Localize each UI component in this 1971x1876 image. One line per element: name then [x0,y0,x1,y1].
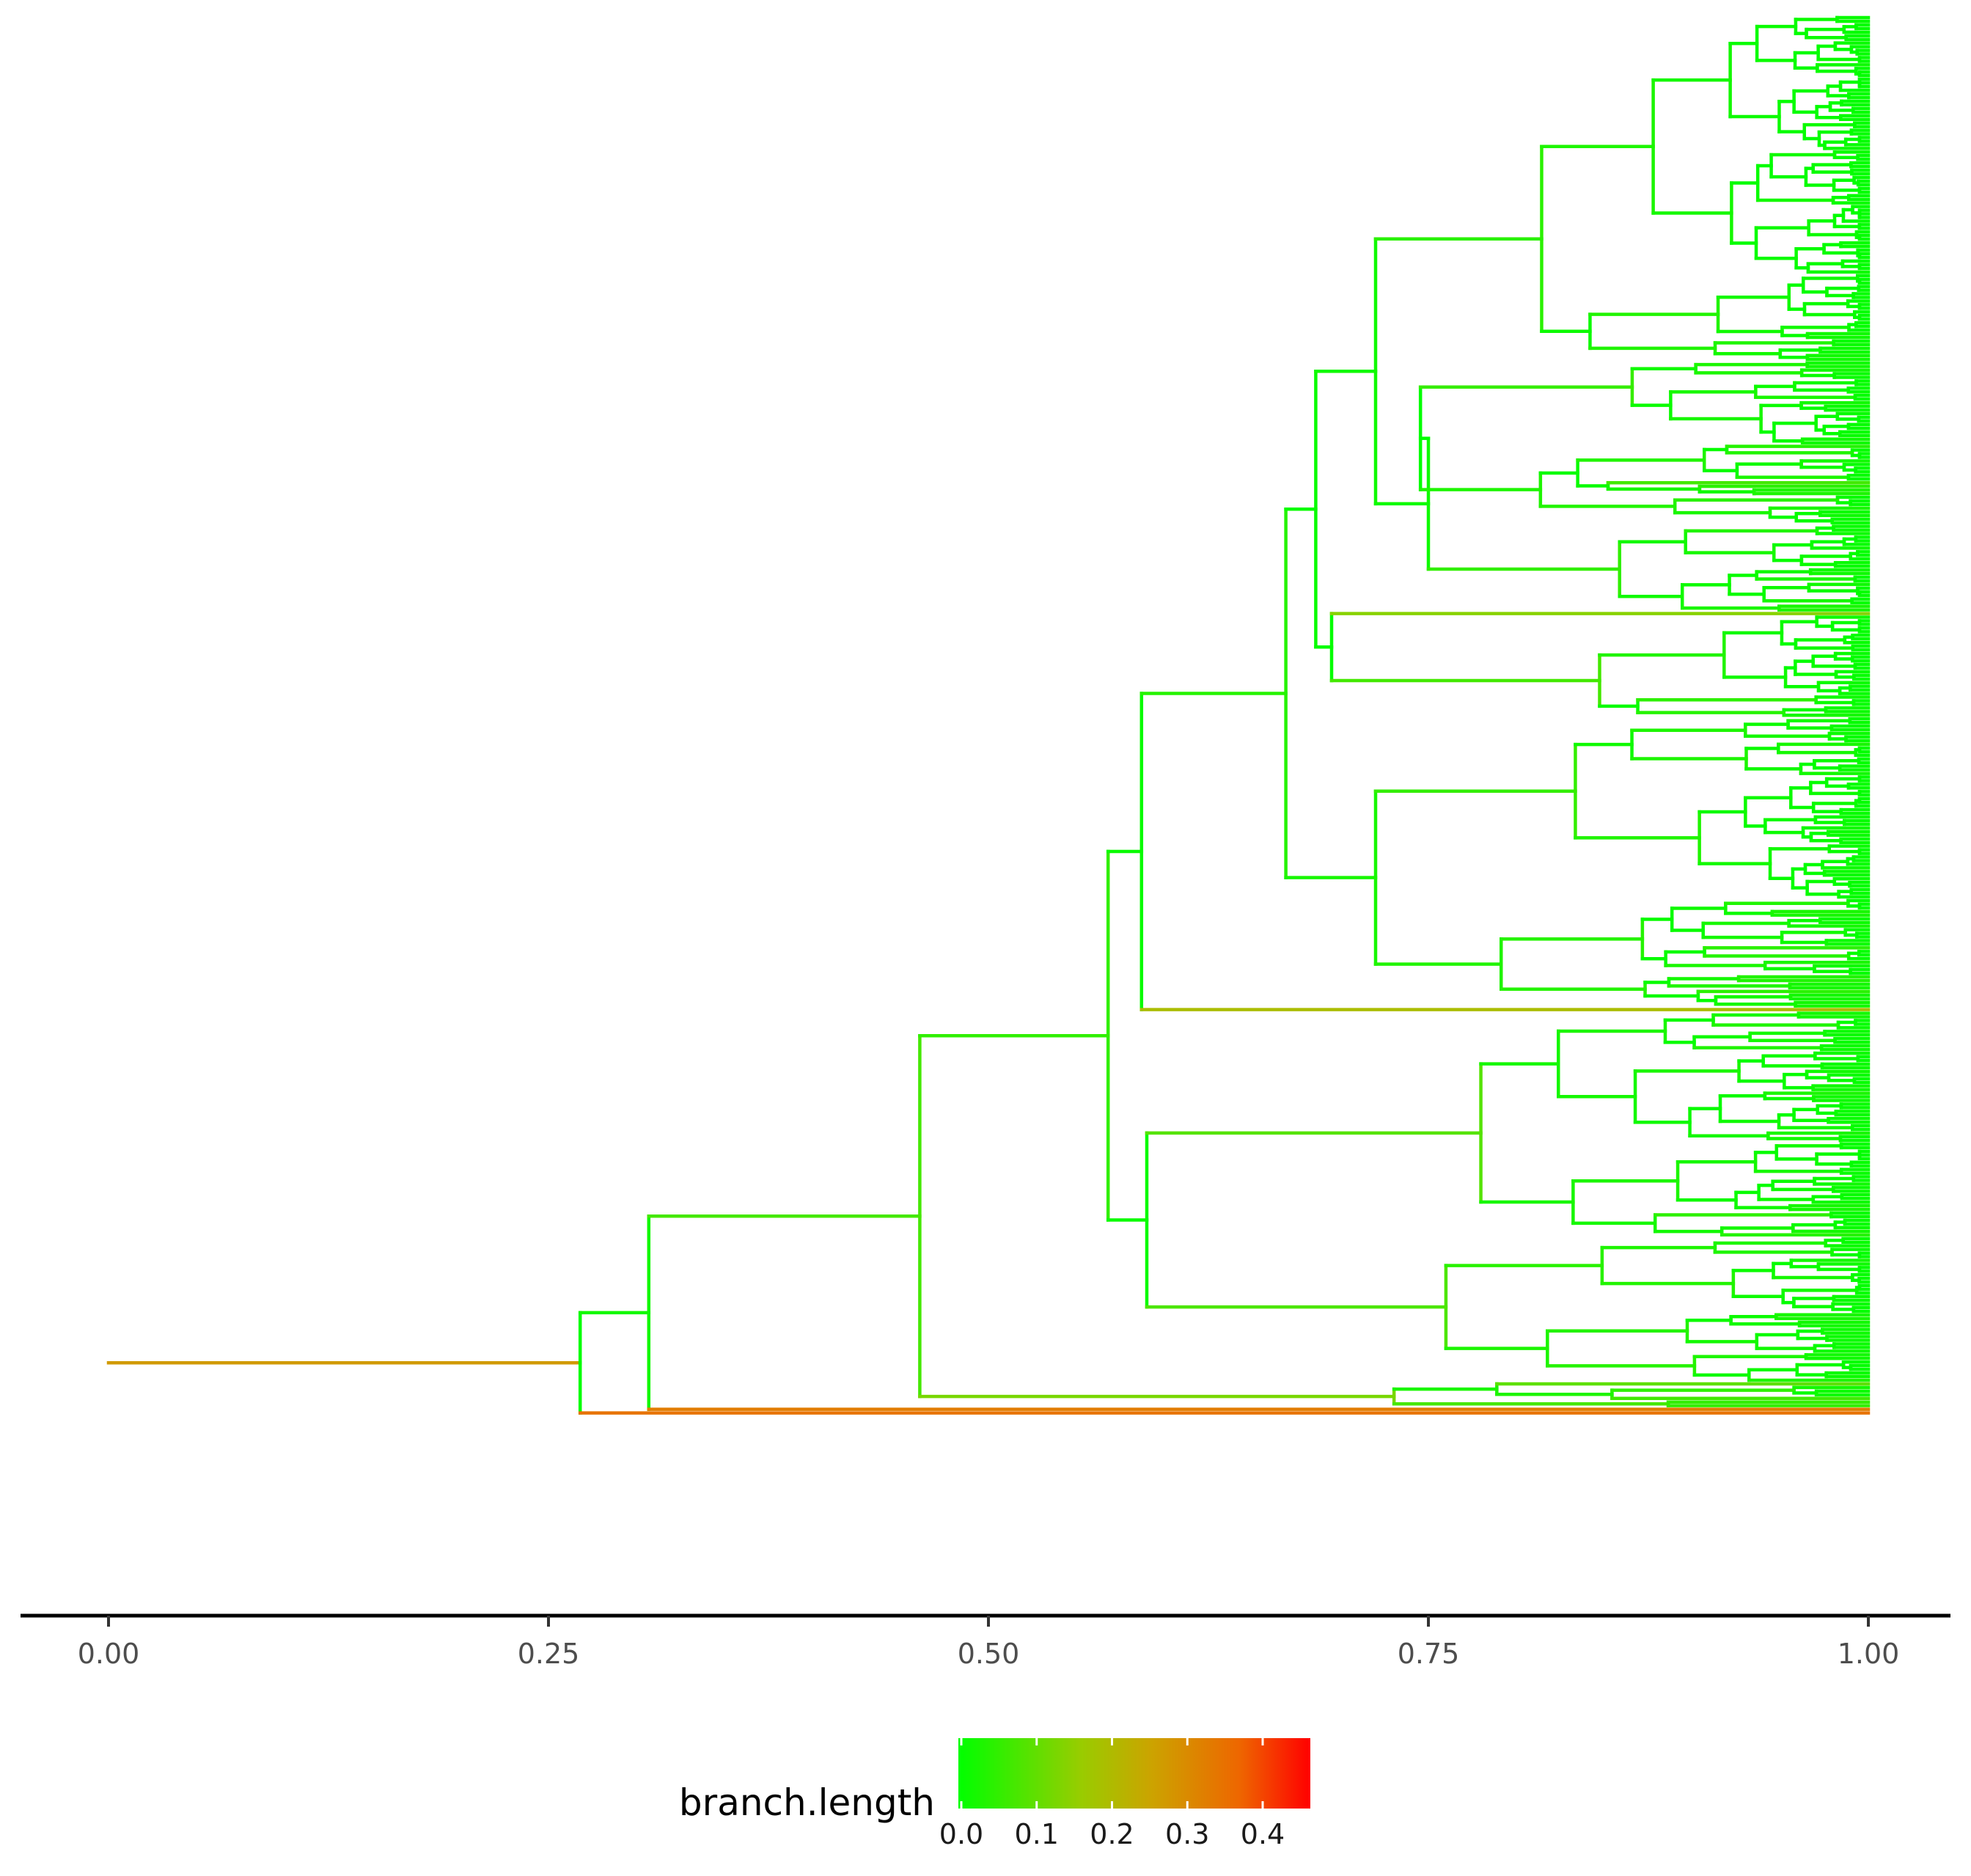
legend-tick-label: 0.1 [1015,1818,1059,1850]
legend-title: branch.length [679,1781,935,1824]
x-tick-label: 0.50 [958,1638,1020,1670]
color-legend: branch.length 0.0 0.1 0.2 0.3 0.4 [679,1738,1310,1850]
x-axis: 0.00 0.25 0.50 0.75 1.00 [21,1613,1950,1670]
x-tick-label: 0.75 [1398,1638,1460,1670]
legend-ticks: 0.0 0.1 0.2 0.3 0.4 [939,1738,1285,1850]
legend-tick-label: 0.0 [939,1818,983,1850]
legend-colorbar [958,1738,1310,1809]
x-tick-label: 0.25 [518,1638,580,1670]
legend-tick-label: 0.3 [1165,1818,1209,1850]
x-axis-ticks: 0.00 0.25 0.50 0.75 1.00 [78,1616,1900,1670]
x-tick-label: 0.00 [78,1638,140,1670]
x-tick-label: 1.00 [1838,1638,1900,1670]
legend-tick-label: 0.4 [1241,1818,1285,1850]
tree-branches [106,15,1871,1415]
legend-tick-label: 0.2 [1090,1818,1134,1850]
